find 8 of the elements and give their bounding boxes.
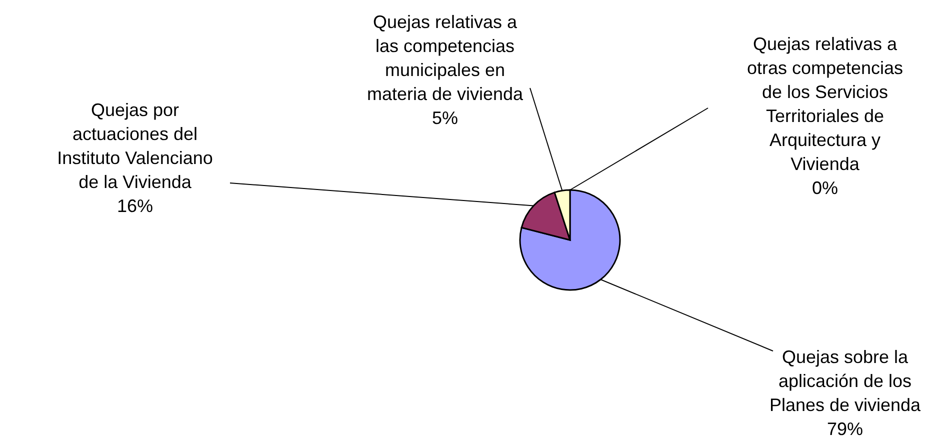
slice-label: Quejas por actuaciones del Instituto Valenciano de la Vivienda (57, 100, 213, 192)
data-label: 5% (432, 108, 458, 128)
data-label: 79% (826, 419, 864, 439)
category-label: Quejas relativas a otras competencias de los Servicios Territoriales de Arquitectura y Vivienda (746, 34, 904, 174)
slice-label: Quejas relativas a las competencias municipales en materia de vivienda (366, 12, 524, 104)
text: 0% (812, 178, 838, 198)
data-label: 16% (116, 196, 154, 216)
slice-label: Quejas sobre la aplicación de los Planes de vivienda (769, 347, 922, 415)
